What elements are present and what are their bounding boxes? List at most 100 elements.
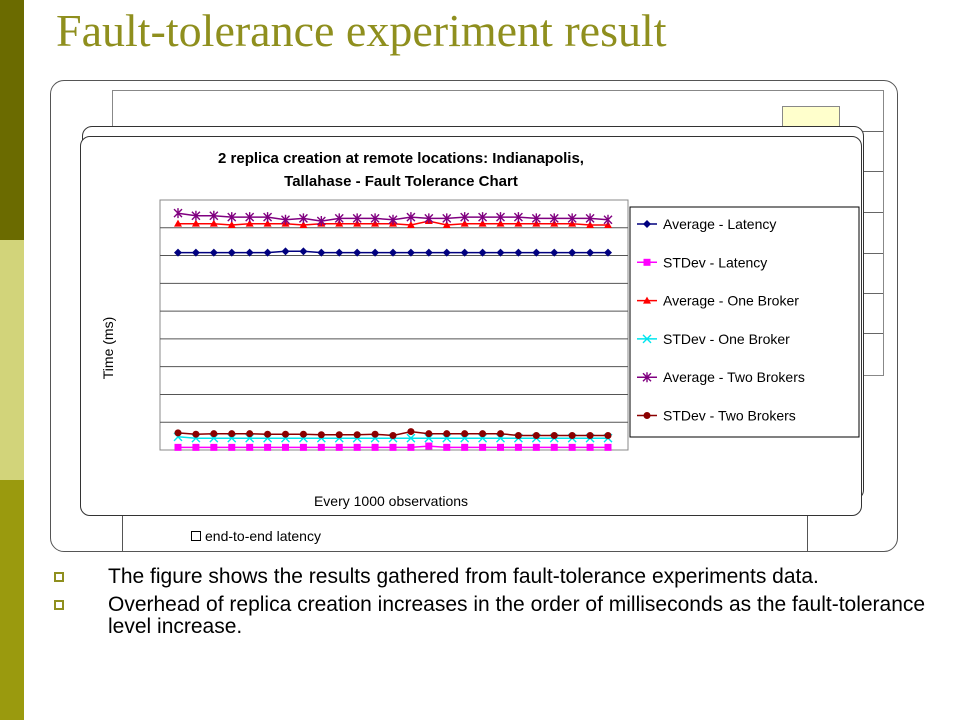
data-point [353,431,361,439]
data-point [479,430,487,438]
data-point [192,430,200,438]
data-point [263,212,273,223]
data-point [550,443,558,451]
legend-label: Average - Latency [663,216,776,232]
legend-label: Average - Two Brokers [663,369,805,385]
data-point [389,432,397,440]
legend-marker [643,412,651,419]
data-point [264,443,272,451]
data-point [513,212,523,223]
data-point [586,443,594,451]
data-point [603,214,613,225]
data-point [442,213,452,224]
data-point [424,213,434,224]
data-point [316,216,326,227]
data-point [389,443,397,451]
data-point [532,248,541,257]
legend-marker [642,372,652,383]
data-point [299,221,308,228]
legend-item: STDev - One Broker [637,331,790,347]
legend-item: Average - Latency [637,216,776,232]
data-point [406,248,415,257]
data-point [406,433,416,443]
data-point [425,430,433,438]
data-point [461,430,469,438]
legend-label: STDev - Latency [663,254,767,270]
data-point [370,213,380,224]
plot-area [159,199,629,451]
data-point [335,248,344,257]
data-point [549,213,559,224]
data-point [352,213,362,224]
legend-item: Average - One Broker [637,293,799,309]
data-point [568,443,576,451]
data-point [604,443,612,451]
legend-item: Average - Two Brokers [637,369,805,385]
legend-swatch [191,531,201,541]
data-point [246,443,254,451]
background-legend-item: end-to-end latency [191,528,321,544]
data-point [245,219,254,227]
data-point [209,219,218,227]
data-point [264,430,272,438]
data-point [604,432,612,440]
data-point [209,210,219,221]
data-point [228,430,236,438]
background-gridline [863,253,883,254]
sidebar-block-light [0,240,24,480]
legend: Average - Latency STDev - Latency Average … [637,216,805,424]
data-point [210,430,218,438]
data-point [334,213,344,224]
data-point [514,443,522,451]
data-point [496,248,505,257]
data-point [173,208,183,219]
data-point [281,247,290,256]
data-point [443,443,451,451]
data-point [209,248,218,257]
legend-item: STDev - Latency [637,254,767,270]
data-point [568,248,577,257]
background-legend-label: end-to-end latency [205,528,321,544]
data-point [210,443,218,451]
data-point [586,248,595,257]
data-point [317,431,325,439]
data-point [478,248,487,257]
legend-item: STDev - Two Brokers [637,408,796,424]
data-point [567,213,577,224]
data-point [424,248,433,257]
background-gridline [863,293,883,294]
data-point [227,221,236,228]
legend-label: STDev - One Broker [663,331,790,347]
data-point [496,219,505,227]
data-point [586,221,595,228]
data-point [478,219,487,227]
data-point [299,430,307,438]
x-axis-label: Every 1000 observations [314,493,468,509]
series-1 [174,442,612,451]
square-bullet-icon [54,600,64,610]
data-point [443,430,451,438]
data-point [263,219,272,227]
data-point [460,212,470,223]
data-point [245,212,255,223]
background-gridline [863,131,883,132]
data-point [317,443,325,451]
series-group [173,208,613,451]
data-point [335,431,343,439]
legend-marker [643,220,651,228]
data-point [191,248,200,257]
data-point [389,248,397,257]
data-point [299,443,307,451]
bullet-item: The figure shows the results gathered fr… [50,566,930,588]
bullet-item: Overhead of replica creation increases i… [50,594,930,638]
background-gridline [863,171,883,172]
series-0 [174,247,612,257]
data-point [479,443,487,451]
data-point [371,443,379,451]
data-point [406,221,415,228]
data-point [550,248,559,257]
data-point [407,428,415,436]
data-point [192,443,200,451]
data-point [497,430,504,438]
data-point [371,430,379,438]
